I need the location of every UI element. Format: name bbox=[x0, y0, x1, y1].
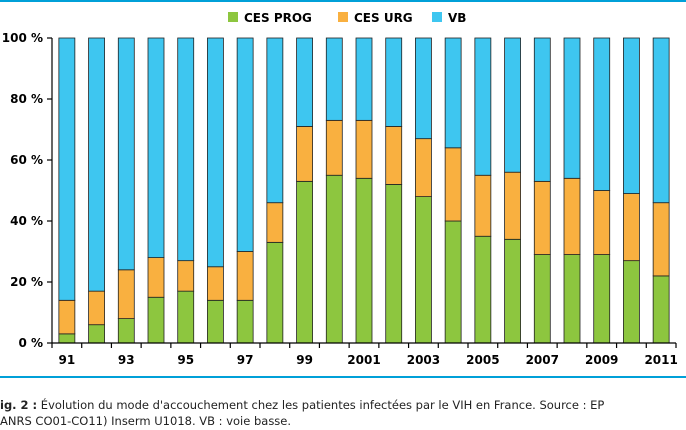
bar-vb-98 bbox=[266, 37, 284, 204]
x-tick-label-2009: 2009 bbox=[585, 353, 618, 367]
stacked-bar-chart: CES PROG CES URG VB 0 % 20 % 40 % 60 % 80 % 100… bbox=[2, 11, 678, 367]
bar-vb-2004 bbox=[444, 37, 462, 149]
bar-ces-urg-2000 bbox=[325, 119, 343, 176]
bar-ces-urg-95 bbox=[177, 260, 195, 292]
bar-vb-94 bbox=[147, 37, 165, 259]
bar-vb-2000 bbox=[325, 37, 343, 121]
bar-ces-prog-2004 bbox=[444, 220, 462, 344]
bar-ces-prog-99 bbox=[296, 180, 313, 344]
bar-vb-2008 bbox=[563, 37, 581, 179]
caption-text-line2: ANRS CO01-CO11) Inserm U1018. VB : voie … bbox=[0, 414, 292, 428]
x-tick-label-2005: 2005 bbox=[466, 353, 499, 367]
bar-ces-urg-99 bbox=[296, 126, 313, 182]
legend-swatch-vb bbox=[432, 12, 442, 22]
bar-ces-urg-93 bbox=[117, 269, 135, 319]
bar-vb-2007 bbox=[533, 37, 551, 182]
bar-ces-prog-2000 bbox=[325, 174, 343, 344]
y-tick-label-80: 80 % bbox=[10, 92, 43, 106]
y-tick-label-20: 20 % bbox=[10, 275, 43, 289]
bar-ces-urg-2001 bbox=[355, 119, 373, 179]
bar-vb-96 bbox=[207, 37, 224, 268]
y-tick-label-40: 40 % bbox=[10, 214, 43, 228]
x-tick-label-91: 91 bbox=[59, 353, 76, 367]
bar-ces-urg-2009 bbox=[593, 190, 611, 255]
x-tick-label-2007: 2007 bbox=[526, 353, 559, 367]
bar-ces-urg-2002 bbox=[385, 126, 403, 185]
bar-ces-prog-2006 bbox=[504, 238, 521, 344]
bar-ces-prog-2005 bbox=[474, 235, 492, 344]
bar-vb-95 bbox=[177, 37, 195, 262]
frame-bottom-rule bbox=[0, 376, 686, 378]
bar-ces-prog-96 bbox=[207, 299, 224, 344]
x-tick-label-2003: 2003 bbox=[407, 353, 440, 367]
caption-label: ig. 2 : bbox=[0, 398, 38, 412]
legend-label-ces-urg: CES URG bbox=[354, 11, 413, 25]
bar-ces-urg-98 bbox=[266, 202, 284, 243]
bar-ces-urg-2006 bbox=[504, 171, 521, 240]
x-tick-label-99: 99 bbox=[296, 353, 313, 367]
bar-vb-2010 bbox=[623, 37, 640, 194]
bar-ces-urg-2007 bbox=[533, 180, 551, 255]
bar-ces-prog-93 bbox=[117, 318, 135, 344]
bar-ces-prog-98 bbox=[266, 241, 284, 344]
bar-vb-2001 bbox=[355, 37, 373, 121]
bar-vb-97 bbox=[236, 37, 254, 252]
axes: 0 % 20 % 40 % 60 % 80 % 100 % 91 93 95 97 99 2001 20… bbox=[2, 31, 678, 367]
bar-ces-prog-95 bbox=[177, 290, 195, 344]
bar-ces-prog-2001 bbox=[355, 177, 373, 344]
legend-label-ces-prog: CES PROG bbox=[244, 11, 312, 25]
bar-vb-93 bbox=[117, 37, 135, 271]
x-tick-label-95: 95 bbox=[177, 353, 194, 367]
figure-caption: ig. 2 : Évolution du mode d'accouchement… bbox=[0, 397, 686, 429]
bar-ces-prog-2002 bbox=[385, 183, 403, 344]
caption-text-line1: Évolution du mode d'accouchement chez le… bbox=[37, 398, 605, 412]
bar-ces-urg-97 bbox=[236, 251, 254, 301]
bar-vb-91 bbox=[58, 37, 76, 301]
bar-vb-92 bbox=[88, 37, 105, 292]
bar-ces-urg-2005 bbox=[474, 174, 492, 237]
bar-ces-prog-2007 bbox=[533, 254, 551, 344]
bars bbox=[58, 37, 670, 344]
bar-ces-prog-2008 bbox=[563, 254, 581, 344]
bar-ces-prog-2010 bbox=[623, 260, 640, 344]
bar-ces-prog-2011 bbox=[652, 275, 670, 344]
bar-ces-urg-2008 bbox=[563, 177, 581, 255]
bar-vb-2006 bbox=[504, 37, 521, 173]
bar-ces-urg-96 bbox=[207, 266, 224, 301]
x-tick-label-2011: 2011 bbox=[644, 353, 677, 367]
y-tick-label-100: 100 % bbox=[2, 31, 43, 45]
bar-vb-2005 bbox=[474, 37, 492, 176]
frame-top-rule bbox=[0, 0, 686, 2]
bar-ces-urg-2004 bbox=[444, 147, 462, 222]
y-tick-label-60: 60 % bbox=[10, 153, 43, 167]
bar-ces-urg-92 bbox=[88, 290, 105, 326]
bar-vb-2009 bbox=[593, 37, 611, 191]
bar-ces-urg-2011 bbox=[652, 202, 670, 277]
x-tick-label-2001: 2001 bbox=[347, 353, 380, 367]
bar-vb-2002 bbox=[385, 37, 403, 127]
legend-swatch-ces-urg bbox=[338, 12, 348, 22]
bar-ces-urg-94 bbox=[147, 257, 165, 298]
bar-ces-prog-2009 bbox=[593, 254, 611, 344]
bar-vb-2003 bbox=[415, 37, 432, 140]
bar-ces-urg-2003 bbox=[415, 138, 432, 197]
x-tick-label-97: 97 bbox=[237, 353, 254, 367]
legend-swatch-ces-prog bbox=[228, 12, 238, 22]
bar-vb-2011 bbox=[652, 37, 670, 204]
x-tick-label-93: 93 bbox=[118, 353, 135, 367]
legend-label-vb: VB bbox=[448, 11, 466, 25]
y-tick-label-0: 0 % bbox=[18, 336, 43, 350]
bar-vb-99 bbox=[296, 37, 313, 127]
bar-ces-urg-91 bbox=[58, 299, 76, 335]
figure-frame bbox=[0, 0, 686, 378]
bar-ces-urg-2010 bbox=[623, 193, 640, 262]
bar-ces-prog-92 bbox=[88, 324, 105, 344]
bar-ces-prog-91 bbox=[58, 333, 76, 344]
legend: CES PROG CES URG VB bbox=[228, 11, 466, 25]
bar-ces-prog-2003 bbox=[415, 196, 432, 344]
bar-ces-prog-97 bbox=[236, 299, 254, 344]
bar-ces-prog-94 bbox=[147, 296, 165, 344]
